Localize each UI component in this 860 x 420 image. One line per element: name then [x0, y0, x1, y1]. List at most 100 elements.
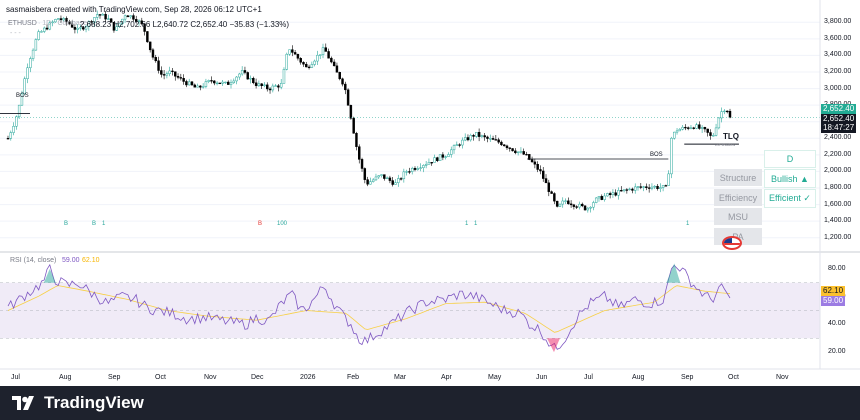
candle-body: [703, 127, 707, 130]
candle-body: [712, 135, 715, 137]
signal-marker: 1: [102, 221, 106, 227]
candle-body: [68, 21, 71, 25]
candle-body: [101, 13, 105, 16]
candle-body: [93, 17, 96, 23]
candle-body: [227, 81, 230, 85]
table-value-efficiency: Efficient ✓: [764, 189, 816, 208]
last-price-tag-2: 2,652.40: [821, 114, 857, 124]
candle-body: [282, 69, 286, 84]
candle-body: [43, 27, 46, 32]
rsi-tick-label: 20.00: [828, 348, 846, 356]
candle-body: [441, 154, 445, 158]
candle-body: [664, 185, 668, 187]
collapse-dots[interactable]: - - -: [10, 30, 21, 37]
candle-body: [536, 163, 539, 170]
candle-body: [405, 171, 408, 173]
candle-body: [466, 137, 470, 141]
candle-body: [675, 130, 679, 133]
candle-body: [185, 81, 188, 86]
candle-body: [408, 171, 411, 173]
price-tick-label: 2,200.00: [824, 150, 852, 158]
candle-body: [416, 168, 420, 170]
candle-body: [603, 195, 606, 200]
candle-body: [450, 149, 453, 155]
candle-body: [622, 189, 626, 192]
candle-body: [121, 18, 124, 25]
candle-body: [684, 126, 687, 129]
grid: [0, 21, 820, 239]
candle-body: [608, 193, 612, 195]
candle-body: [620, 190, 623, 192]
candle-body: [544, 178, 548, 184]
candle-body: [56, 18, 60, 20]
candle-body: [84, 26, 88, 30]
candle-body: [391, 180, 394, 185]
candle-body: [274, 85, 277, 87]
candle-body: [678, 128, 682, 132]
candle-body: [366, 179, 369, 185]
candle-body: [310, 64, 314, 68]
last-price-tag: 2,652.40: [821, 104, 857, 114]
candle-body: [569, 203, 573, 206]
time-tick-label: May: [488, 374, 502, 381]
time-tick-label: Jul: [11, 374, 20, 381]
candle-body: [489, 138, 492, 140]
rsi-tag: 59.00: [821, 296, 846, 306]
time-tick-label: Aug: [59, 374, 72, 381]
candle-body: [358, 146, 361, 160]
candle-body: [553, 193, 556, 202]
candle-body: [645, 186, 648, 188]
candle-body: [268, 88, 272, 91]
candle-body: [240, 70, 244, 75]
candle-body: [218, 82, 222, 85]
candle-body: [494, 139, 498, 141]
rsi-overbought-fill: [43, 268, 56, 283]
credit-line: sasmaisbera created with TradingView.com…: [6, 5, 262, 14]
candle-body: [176, 75, 180, 78]
time-tick-label: Oct: [728, 374, 739, 381]
time-tick-label: 2026: [300, 374, 316, 381]
candle-body: [31, 49, 35, 59]
candle-body: [410, 168, 414, 172]
candle-body: [87, 21, 91, 27]
price-tick-label: 1,800.00: [824, 184, 852, 191]
candle-body: [143, 23, 146, 32]
candle-body: [728, 110, 732, 118]
time-tick-label: Nov: [776, 374, 789, 381]
candle-body: [34, 39, 38, 51]
signal-marker: 1: [465, 221, 469, 227]
rsi-ma-value: 62.10: [82, 257, 100, 264]
candle-body: [525, 154, 528, 156]
candle-body: [581, 203, 584, 207]
candle-body: [201, 86, 205, 88]
candle-body: [146, 31, 149, 43]
chart-svg[interactable]: [0, 0, 860, 386]
symbol-label[interactable]: ETHUSD: [8, 20, 37, 27]
candle-body: [235, 76, 238, 82]
rsi-label[interactable]: RSI (14, close): [10, 257, 57, 264]
candle-body: [162, 74, 166, 76]
candle-body: [338, 72, 341, 80]
tradingview-logo[interactable]: TradingView: [12, 392, 144, 414]
candle-body: [332, 61, 336, 67]
candle-body: [614, 192, 617, 196]
candle-body: [500, 141, 503, 146]
candle-body: [115, 26, 118, 31]
candle-body: [26, 67, 29, 79]
candle-body: [246, 72, 249, 80]
price-tick-label: 1,600.00: [824, 200, 852, 208]
candle-body: [698, 124, 701, 129]
candle-body: [352, 118, 355, 134]
flag-icon[interactable]: [722, 236, 742, 250]
time-tick-label: Mar: [394, 374, 407, 381]
price-tick-label: 3,800.00: [824, 18, 852, 26]
candle-body: [135, 19, 138, 22]
price-tick-label: 2,000.00: [824, 167, 852, 175]
candle-body: [519, 151, 523, 153]
candle-body: [190, 81, 194, 86]
candle-body: [238, 73, 241, 78]
candle-body: [586, 207, 590, 211]
candle-body: [533, 161, 537, 165]
candle-body: [168, 70, 171, 74]
candle-body: [341, 78, 344, 85]
